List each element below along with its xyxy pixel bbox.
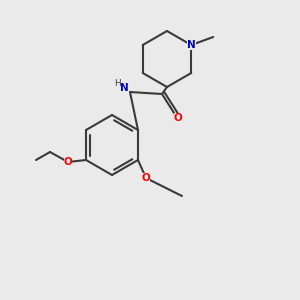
Text: N: N [120, 83, 128, 93]
Text: O: O [174, 113, 182, 123]
Text: O: O [64, 157, 72, 167]
Text: N: N [187, 40, 196, 50]
Text: H: H [114, 80, 120, 88]
Text: O: O [142, 173, 150, 183]
